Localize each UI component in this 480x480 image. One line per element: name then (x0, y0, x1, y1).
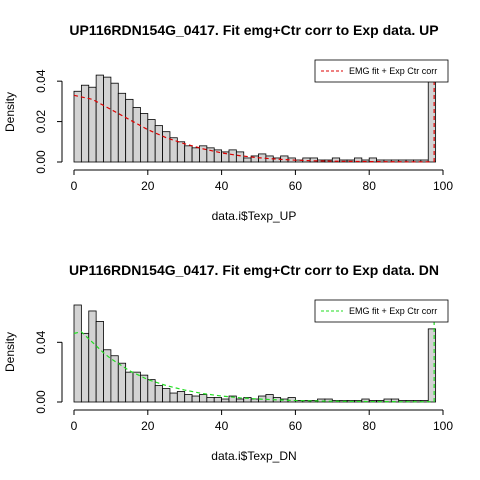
histogram-bar (117, 92, 127, 163)
y-axis-label: Density (3, 332, 17, 372)
x-axis-label: data.i$Texp_DN (211, 449, 296, 463)
histogram-bar (132, 371, 141, 403)
histogram-bar (265, 394, 274, 403)
histogram-bar (184, 145, 193, 163)
histogram-bar (147, 379, 156, 403)
x-tick-label: 80 (363, 179, 377, 193)
x-tick-label: 40 (215, 179, 229, 193)
y-tick-label: 0.04 (34, 330, 48, 354)
x-tick-label: 20 (141, 179, 155, 193)
y-tick-label: 0.00 (34, 150, 48, 174)
x-tick-label: 60 (289, 179, 303, 193)
legend-box (314, 59, 449, 83)
histogram-bar (125, 371, 134, 403)
x-tick-label: 60 (289, 419, 303, 433)
x-axis-label: data.i$Texp_UP (212, 209, 297, 223)
histogram-bar (88, 310, 97, 403)
histogram-bar (191, 395, 200, 403)
histogram-bar (110, 82, 119, 163)
chart-panel-up: UP116RDN154G_0417. Fit emg+Ctr corr to E… (3, 22, 453, 223)
histogram-bar (154, 125, 163, 163)
histogram-bar (169, 392, 178, 403)
x-tick-label: 0 (71, 419, 78, 433)
legend: EMG fit + Exp Ctr corr (314, 59, 449, 83)
histogram-bar (162, 388, 171, 403)
histogram-bar (191, 147, 200, 163)
x-tick-label: 0 (71, 179, 78, 193)
histogram-bar (125, 98, 134, 163)
legend-text: EMG fit + Exp Ctr corr (349, 306, 437, 316)
histogram-bar (110, 355, 119, 403)
x-tick-label: 20 (141, 419, 155, 433)
histogram-bar (250, 398, 259, 403)
histogram-bar (302, 157, 311, 163)
y-axis-label: Density (3, 92, 17, 132)
chart-title: UP116RDN154G_0417. Fit emg+Ctr corr to E… (69, 262, 439, 278)
histogram-bar (80, 332, 90, 403)
x-tick-label: 80 (363, 419, 377, 433)
fit-curve (73, 331, 432, 403)
chart-title: UP116RDN154G_0417. Fit emg+Ctr corr to E… (69, 22, 438, 38)
fit-curve (73, 94, 432, 163)
histogram-bar (132, 107, 141, 163)
histogram-bar (176, 141, 186, 163)
legend: EMG fit + Exp Ctr corr (314, 299, 449, 323)
histogram-bar (427, 328, 437, 403)
y-tick-label: 0.04 (34, 69, 48, 93)
histogram-bar (184, 394, 193, 403)
histogram-bar (103, 76, 112, 163)
histogram-bar (95, 321, 104, 403)
y-tick-label: 0.00 (34, 390, 48, 414)
histogram-bar (140, 374, 149, 403)
histogram-bar (213, 397, 223, 403)
x-tick-label: 40 (215, 419, 229, 433)
histogram-bar (95, 74, 104, 163)
histogram-bar (221, 398, 230, 403)
legend-text: EMG fit + Exp Ctr corr (349, 66, 437, 76)
histogram-bar (228, 149, 237, 163)
x-tick-label: 100 (433, 419, 453, 433)
histogram-bar (154, 385, 163, 403)
histogram-bar (243, 157, 252, 163)
histogram-bar (235, 398, 245, 403)
histogram-bar (117, 362, 127, 403)
histogram-bar (235, 151, 245, 163)
histogram-bar (140, 113, 149, 163)
x-tick-label: 100 (433, 179, 453, 193)
histogram-bar (73, 90, 82, 163)
legend-box (314, 299, 449, 323)
histogram-bar (206, 397, 215, 403)
histogram-bar (176, 391, 186, 403)
histogram-bar (73, 304, 82, 403)
histogram-bar (199, 394, 208, 403)
chart-panel-dn: UP116RDN154G_0417. Fit emg+Ctr corr to E… (3, 262, 453, 463)
y-tick-label: 0.02 (34, 110, 48, 134)
histogram-bar (147, 119, 156, 163)
